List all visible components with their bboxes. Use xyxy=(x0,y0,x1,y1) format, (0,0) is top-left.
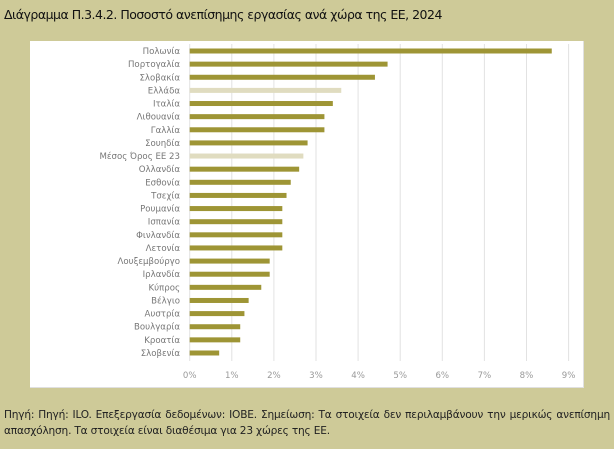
bar-highlighted xyxy=(189,87,342,93)
category-label: Σλοβενία xyxy=(141,349,181,359)
bar xyxy=(189,324,241,330)
category-label: Γαλλία xyxy=(151,126,181,136)
bar xyxy=(189,297,249,303)
source-note: Πηγή: Πηγή: ILO. Επεξεργασία δεδομένων: … xyxy=(4,409,610,437)
bar xyxy=(189,61,388,67)
category-label: Αυστρία xyxy=(145,310,181,320)
x-tick-label: 4% xyxy=(351,371,365,381)
category-label: Πορτογαλία xyxy=(128,60,180,70)
bar xyxy=(189,48,552,54)
x-tick-label: 0% xyxy=(183,371,197,381)
bar xyxy=(189,311,245,317)
category-label: Βέλγιο xyxy=(151,295,180,306)
category-label: Πολωνία xyxy=(143,47,181,57)
x-tick-label: 1% xyxy=(225,371,239,381)
category-label: Κροατία xyxy=(144,336,180,346)
x-tick-label: 2% xyxy=(267,371,281,381)
category-label: Σουηδία xyxy=(145,139,180,149)
bar xyxy=(189,140,308,146)
category-label: Μέσος Όρος ΕΕ 23 xyxy=(99,151,180,162)
bar xyxy=(189,337,241,343)
bar-chart: 0% 1% 2% 3% 4% 5% 6% 7% 8% 9% Πολωνία Πορτογαλία Σλο… xyxy=(99,44,576,381)
bar xyxy=(189,271,270,277)
bar xyxy=(189,232,283,238)
category-label: Ιρλανδία xyxy=(143,270,181,280)
bar xyxy=(189,127,325,133)
category-label: Ισπανία xyxy=(148,218,181,228)
category-label: Λετονία xyxy=(146,244,181,254)
x-tick-label: 8% xyxy=(520,371,534,381)
bar xyxy=(189,74,375,80)
bar xyxy=(189,179,291,185)
category-label: Λουξεμβούργο xyxy=(117,256,180,267)
x-tick-label: 5% xyxy=(393,371,407,381)
category-label: Ελλάδα xyxy=(148,86,181,96)
x-tick-label: 6% xyxy=(435,371,449,381)
bar xyxy=(189,192,287,198)
category-label: Ιταλία xyxy=(153,100,180,110)
category-label: Ολλανδία xyxy=(139,165,181,175)
category-label: Λιθουανία xyxy=(137,113,181,123)
bar xyxy=(189,245,283,251)
bar xyxy=(189,114,325,120)
bar xyxy=(189,206,283,212)
x-tick-label: 3% xyxy=(309,371,323,381)
chart-title: Διάγραμμα Π.3.4.2. Ποσοστό ανεπίσημης ερ… xyxy=(4,7,442,22)
bar xyxy=(189,166,300,172)
category-label: Σλοβακία xyxy=(139,73,180,83)
category-label: Φινλανδία xyxy=(136,231,180,241)
chart-area: 0% 1% 2% 3% 4% 5% 6% 7% 8% 9% Πολωνία Πορτογαλία Σλο… xyxy=(30,41,584,388)
bar xyxy=(189,101,333,107)
category-label: Τσεχία xyxy=(150,191,180,201)
category-label: Εσθονία xyxy=(145,178,180,188)
bar xyxy=(189,258,270,264)
bar xyxy=(189,284,262,290)
x-tick-label: 9% xyxy=(562,371,576,381)
bar xyxy=(189,350,220,356)
category-label: Ρουμανία xyxy=(140,205,180,215)
category-label: Βουλγαρία xyxy=(134,323,180,333)
bar xyxy=(189,219,283,225)
category-label: Κύπρος xyxy=(148,282,180,293)
bar-highlighted xyxy=(189,153,304,159)
x-tick-label: 7% xyxy=(478,371,492,381)
